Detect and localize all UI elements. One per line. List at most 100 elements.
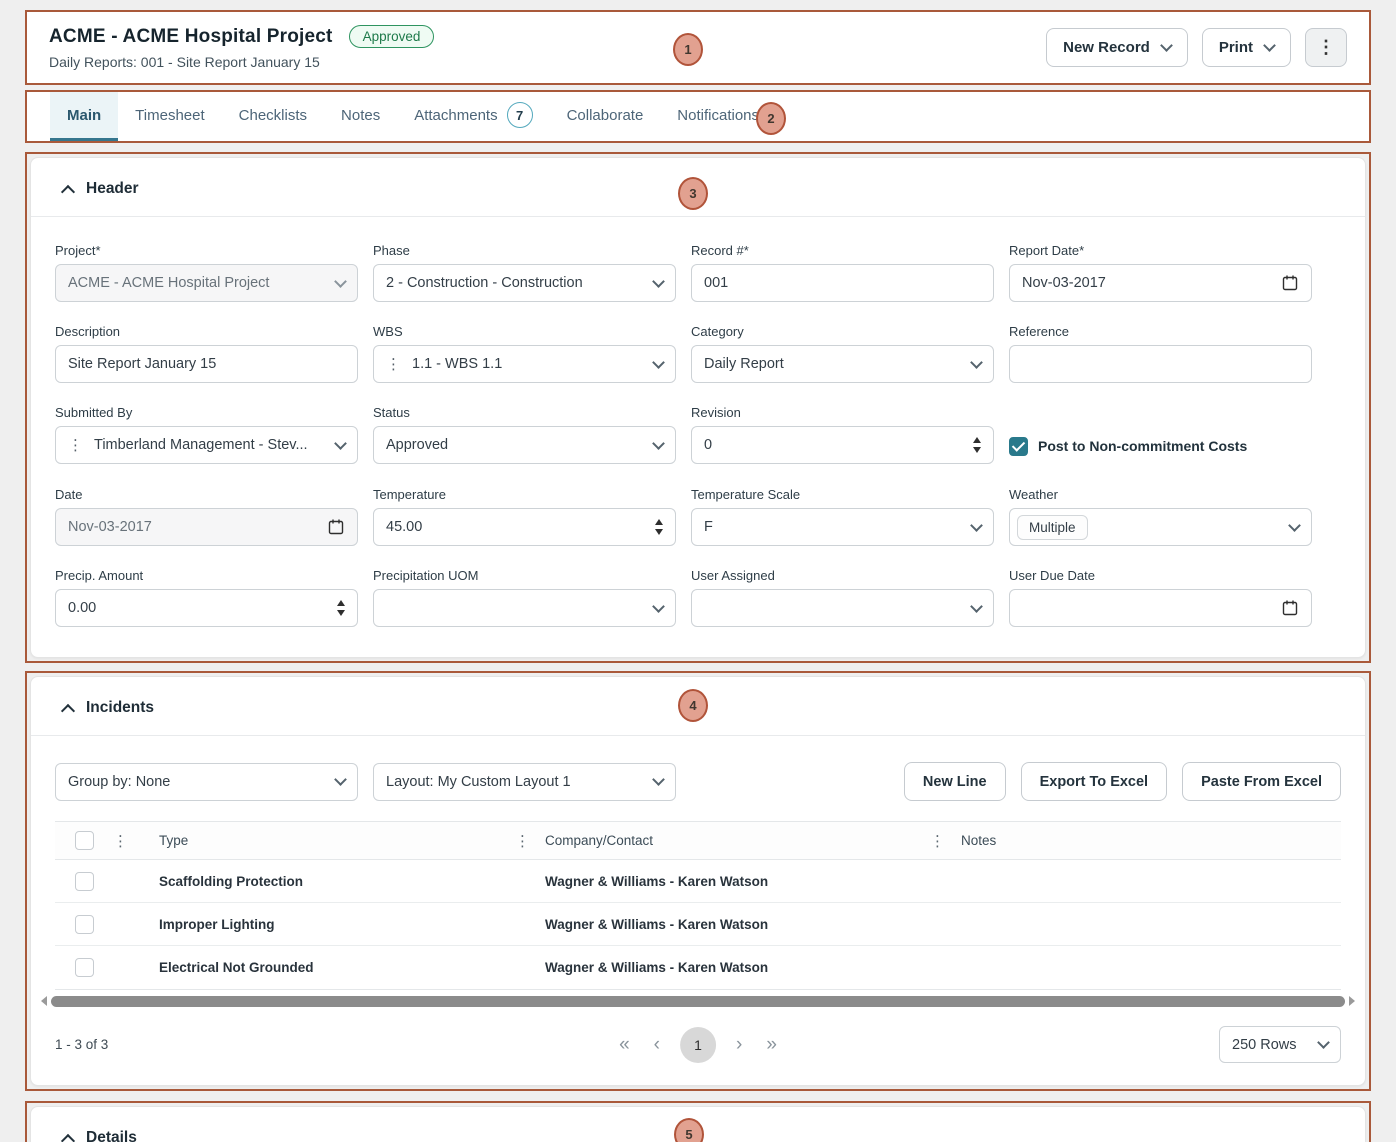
tab-timesheet[interactable]: Timesheet (135, 106, 205, 124)
column-menu-icon[interactable]: ⋮ (515, 832, 530, 850)
chevron-down-icon (652, 773, 665, 786)
stepper-arrows[interactable] (337, 600, 345, 616)
export-to-excel-button[interactable]: Export To Excel (1020, 762, 1168, 801)
status-badge: Approved (348, 25, 435, 48)
chevron-down-icon (652, 355, 665, 369)
reference-input[interactable] (1009, 345, 1312, 383)
temperature-scale-select[interactable]: F (691, 508, 994, 546)
collapse-icon[interactable] (60, 184, 76, 199)
group-by-select[interactable]: Group by: None (55, 762, 358, 801)
column-header-notes[interactable]: Notes (961, 833, 997, 848)
tab-notes[interactable]: Notes (341, 106, 381, 124)
column-header-company[interactable]: Company/Contact (545, 833, 654, 848)
paste-from-excel-button[interactable]: Paste From Excel (1182, 762, 1341, 801)
last-page-button[interactable]: » (766, 1033, 777, 1055)
category-select[interactable]: Daily Report (691, 345, 994, 383)
chevron-down-icon (334, 274, 347, 288)
prev-page-button[interactable]: ‹ (653, 1033, 660, 1055)
incidents-table-header: ⋮ Type ⋮ Company/Contact ⋮ Notes (55, 822, 1341, 860)
incidents-section-head: Incidents (31, 677, 1365, 736)
page-title: ACME - ACME Hospital Project (49, 25, 333, 47)
cell-company: Wagner & Williams - Karen Watson (545, 873, 769, 889)
cell-company: Wagner & Williams - Karen Watson (545, 960, 769, 975)
wbs-select[interactable]: ⋮ 1.1 - WBS 1.1 (373, 345, 676, 383)
weather-multiselect[interactable]: Multiple (1009, 508, 1312, 546)
step-up-icon (655, 519, 663, 525)
field-reference: Reference (1009, 324, 1312, 383)
row-range-label: 1 - 3 of 3 (55, 1037, 109, 1052)
row-checkbox[interactable] (74, 871, 94, 891)
collapse-icon[interactable] (60, 1133, 76, 1142)
description-input[interactable]: Site Report January 15 (55, 345, 358, 383)
date-input[interactable]: Nov-03-2017 (55, 508, 358, 546)
tab-collaborate[interactable]: Collaborate (566, 106, 644, 124)
stepper-arrows[interactable] (973, 437, 981, 453)
section-title: Header (86, 180, 139, 197)
callout-5: 5 (674, 1118, 704, 1142)
revision-stepper[interactable]: 0 (691, 426, 994, 464)
table-row[interactable]: Scaffolding Protection Wagner & Williams… (55, 860, 1341, 903)
post-to-ncc-checkbox[interactable] (1009, 436, 1028, 456)
table-row[interactable]: Improper Lighting Wagner & Williams - Ka… (55, 903, 1341, 946)
field-precip-amount: Precip. Amount 0.00 (55, 568, 358, 627)
collapse-icon[interactable] (60, 703, 76, 718)
user-due-date-input[interactable] (1009, 589, 1312, 627)
column-header-type[interactable]: Type (159, 833, 189, 848)
record-number-input[interactable]: 001 (691, 264, 994, 302)
stepper-arrows[interactable] (655, 519, 663, 535)
incidents-section: Incidents 4 Group by: None Layout: My Cu… (30, 676, 1366, 1086)
chevron-down-icon (1263, 39, 1276, 52)
calendar-icon[interactable] (1281, 274, 1299, 292)
details-section: Details 5 (30, 1106, 1366, 1142)
precip-amount-stepper[interactable]: 0.00 (55, 589, 358, 627)
new-line-button[interactable]: New Line (903, 762, 1006, 801)
calendar-icon[interactable] (327, 518, 345, 536)
precip-uom-select[interactable] (373, 589, 676, 627)
status-select[interactable]: Approved (373, 426, 676, 464)
print-button[interactable]: Print (1201, 28, 1291, 67)
scrollbar-thumb[interactable] (51, 995, 1345, 1007)
kebab-icon[interactable]: ⋮ (386, 356, 401, 373)
row-checkbox[interactable] (74, 914, 94, 934)
report-date-input[interactable]: Nov-03-2017 (1009, 264, 1312, 302)
field-date: Date Nov-03-2017 (55, 487, 358, 546)
weather-chip[interactable]: Multiple (1017, 514, 1088, 540)
submitted-by-select[interactable]: ⋮ Timberland Management - Stev... (55, 426, 358, 464)
record-subtitle: Daily Reports: 001 - Site Report January… (49, 54, 320, 70)
row-checkbox[interactable] (74, 958, 94, 977)
tab-notifications[interactable]: Notifications (677, 106, 759, 124)
scroll-left-icon[interactable] (41, 996, 47, 1006)
cell-type: Scaffolding Protection (159, 873, 304, 889)
more-actions-button[interactable]: ⋮ (1305, 28, 1347, 67)
new-record-button[interactable]: New Record (1046, 28, 1188, 67)
rows-per-page-select[interactable]: 250 Rows (1219, 1026, 1341, 1063)
column-menu-icon[interactable]: ⋮ (113, 832, 128, 850)
record-tabs: Main Timesheet Checklists Notes Attachme… (25, 90, 1371, 143)
project-select[interactable]: ACME - ACME Hospital Project (55, 264, 358, 302)
field-user-assigned: User Assigned (691, 568, 994, 627)
next-page-button[interactable]: › (736, 1033, 743, 1055)
chevron-down-icon (970, 355, 983, 369)
step-down-icon (337, 610, 345, 616)
temperature-stepper[interactable]: 45.00 (373, 508, 676, 546)
phase-select[interactable]: 2 - Construction - Construction (373, 264, 676, 302)
tab-checklists[interactable]: Checklists (238, 106, 308, 124)
calendar-icon[interactable] (1281, 599, 1299, 617)
tab-main[interactable]: Main (50, 92, 119, 141)
user-assigned-select[interactable] (691, 589, 994, 627)
table-row[interactable]: Electrical Not Grounded Wagner & William… (55, 946, 1341, 989)
horizontal-scrollbar[interactable] (41, 992, 1355, 1010)
scroll-right-icon[interactable] (1349, 996, 1355, 1006)
select-all-checkbox[interactable] (74, 831, 94, 850)
incidents-pagination: 1 - 3 of 3 « ‹ 1 › » 250 Rows (31, 1010, 1365, 1085)
kebab-icon[interactable]: ⋮ (68, 437, 83, 454)
current-page-button[interactable]: 1 (680, 1026, 716, 1063)
tab-attachments[interactable]: Attachments 7 (397, 92, 549, 141)
kebab-icon: ⋮ (1317, 37, 1335, 57)
field-submitted-by: Submitted By ⋮ Timberland Management - S… (55, 405, 358, 465)
first-page-button[interactable]: « (619, 1033, 630, 1055)
chevron-down-icon (1317, 1036, 1330, 1049)
column-menu-icon[interactable]: ⋮ (930, 832, 945, 850)
layout-select[interactable]: Layout: My Custom Layout 1 (373, 762, 676, 801)
